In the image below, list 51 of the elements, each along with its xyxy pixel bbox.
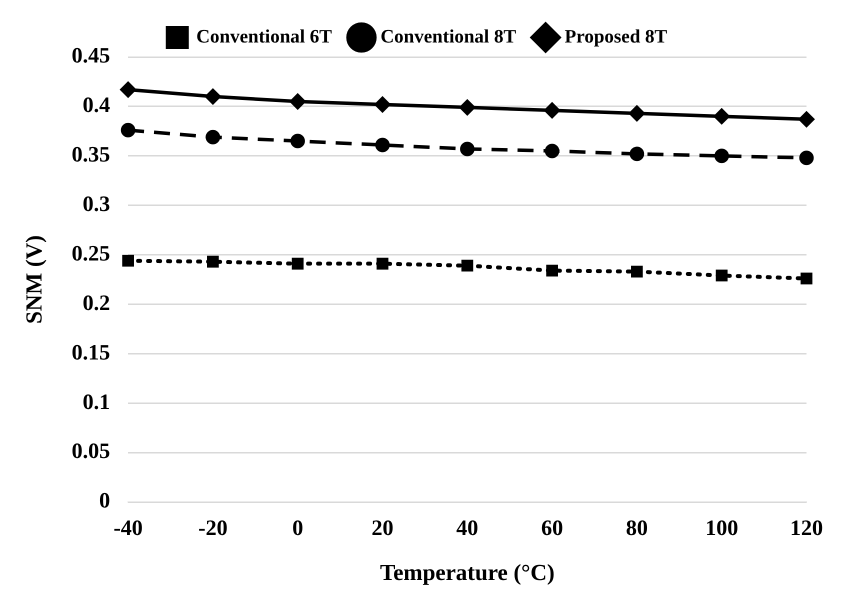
x-tick-label: -40 <box>113 514 143 540</box>
point <box>800 272 812 284</box>
y-tick-label: 0.15 <box>72 339 110 364</box>
point <box>122 254 134 267</box>
point <box>375 138 390 152</box>
point <box>716 270 728 282</box>
y-tick-label: 0.2 <box>82 290 110 315</box>
x-tick-label: 60 <box>541 514 564 540</box>
y-tick-label: 0.3 <box>82 191 110 216</box>
point <box>374 96 390 112</box>
point <box>376 258 388 270</box>
legend-label: Proposed 8T <box>564 26 668 48</box>
x-tick-label: -20 <box>198 514 228 540</box>
point <box>460 100 476 116</box>
y-tick-label: 0.45 <box>72 42 110 68</box>
x-tick-label: 40 <box>456 514 478 540</box>
point <box>461 260 474 272</box>
point <box>631 266 643 278</box>
point <box>292 258 304 270</box>
y-tick-label: 0.35 <box>72 142 110 167</box>
point <box>544 144 560 158</box>
legend-label: Conventional 6T <box>196 26 332 48</box>
point <box>544 102 560 118</box>
point <box>290 94 306 110</box>
point <box>799 150 814 166</box>
x-axis-title: Temperature (°C) <box>380 560 555 586</box>
y-tick-label: 0.25 <box>72 240 110 266</box>
point <box>206 130 220 144</box>
y-axis-title: SNM (V) <box>22 235 47 324</box>
point <box>290 134 305 148</box>
y-tick-label: 0 <box>99 488 110 513</box>
point <box>546 264 558 276</box>
point <box>714 148 729 164</box>
x-tick-label: 80 <box>626 514 648 540</box>
x-tick-label: 20 <box>372 514 394 540</box>
point <box>714 108 730 124</box>
x-tick-label: 120 <box>790 514 823 540</box>
point <box>460 142 475 156</box>
point <box>120 122 136 138</box>
point <box>630 146 644 162</box>
point <box>798 112 814 128</box>
point <box>629 106 645 122</box>
point <box>120 82 136 98</box>
y-tick-label: 0.4 <box>82 92 110 118</box>
y-tick-label: 0.1 <box>82 388 110 414</box>
x-tick-label: 100 <box>705 514 738 540</box>
legend-label: Conventional 8T <box>380 26 516 48</box>
point <box>205 88 221 104</box>
point <box>207 256 219 268</box>
x-tick-label: 0 <box>292 514 304 540</box>
y-tick-label: 0.05 <box>72 438 110 464</box>
